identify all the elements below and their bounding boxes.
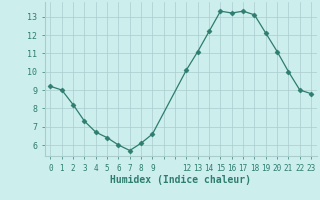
X-axis label: Humidex (Indice chaleur): Humidex (Indice chaleur) <box>110 175 251 185</box>
